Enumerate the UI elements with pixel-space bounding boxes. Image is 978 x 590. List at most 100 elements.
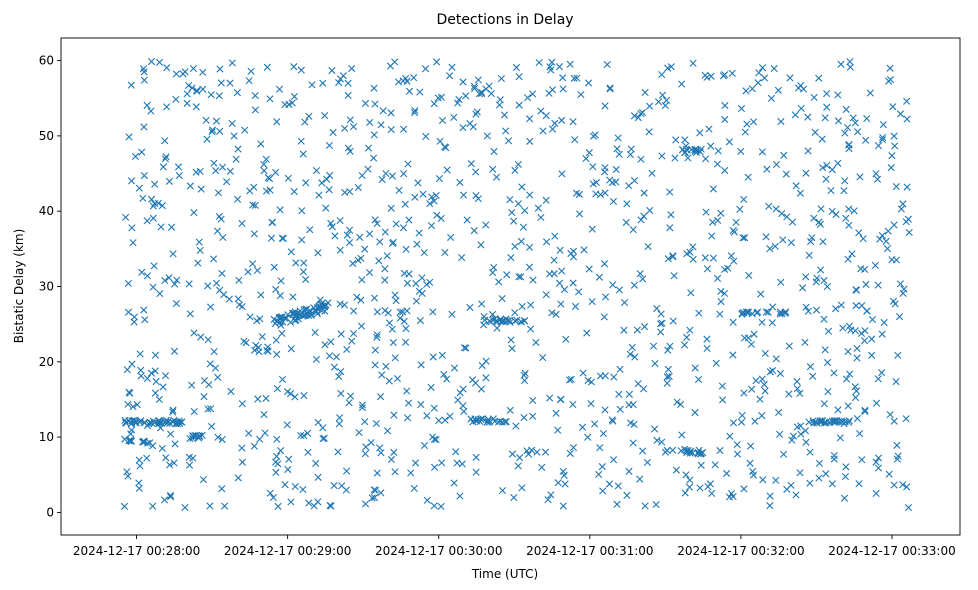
data-point [721, 115, 729, 124]
data-point [376, 238, 384, 246]
data-point [498, 486, 507, 495]
data-point [385, 377, 393, 385]
data-point [361, 500, 370, 508]
data-point [664, 255, 672, 263]
data-point [357, 296, 365, 304]
data-point [694, 450, 702, 458]
data-point [622, 218, 630, 227]
data-point [871, 261, 879, 270]
data-point [469, 123, 477, 131]
data-point [308, 81, 316, 89]
data-point [716, 310, 724, 318]
data-point [811, 128, 819, 136]
data-point [797, 422, 805, 430]
data-point [285, 100, 293, 109]
data-point [612, 165, 620, 174]
data-point [609, 197, 618, 205]
data-point [321, 301, 329, 310]
data-point [500, 111, 509, 119]
data-point [584, 433, 592, 441]
data-point [515, 273, 523, 281]
data-point [172, 299, 181, 308]
data-point [427, 222, 436, 230]
data-point [640, 323, 649, 331]
data-point [596, 444, 604, 452]
data-point [234, 145, 242, 153]
data-point [643, 458, 651, 467]
data-point [748, 85, 756, 93]
data-point [855, 480, 863, 488]
data-point [504, 137, 513, 145]
data-point [140, 306, 148, 314]
data-point [680, 341, 689, 349]
data-point [868, 316, 877, 324]
data-point [772, 476, 780, 484]
data-point [707, 72, 715, 80]
data-point [834, 406, 842, 414]
data-point [837, 60, 845, 68]
data-point [616, 405, 624, 413]
data-point [420, 441, 429, 450]
data-point [143, 454, 151, 462]
data-point [714, 147, 722, 155]
data-point [802, 438, 810, 446]
data-point [689, 243, 697, 251]
data-point [473, 108, 481, 116]
data-point [758, 412, 766, 420]
data-point [511, 242, 519, 251]
data-point [312, 355, 320, 364]
data-point [687, 289, 695, 297]
data-point [343, 345, 351, 354]
data-point [123, 366, 131, 374]
data-point [447, 233, 455, 242]
data-point [472, 468, 480, 476]
data-point [652, 500, 660, 509]
data-point [697, 450, 705, 458]
data-point [569, 279, 577, 287]
data-point [314, 418, 322, 427]
data-point [336, 216, 344, 225]
data-point [868, 351, 876, 359]
data-point [526, 137, 534, 145]
data-point [162, 153, 170, 161]
data-point [788, 436, 796, 444]
data-point [321, 341, 329, 349]
data-point [279, 234, 287, 243]
data-point [330, 363, 339, 371]
data-point [161, 372, 170, 380]
data-point [210, 347, 218, 356]
data-point [625, 401, 633, 409]
data-point [517, 237, 525, 245]
data-point [863, 114, 871, 123]
data-point [631, 353, 639, 361]
data-point [234, 295, 242, 303]
data-point [703, 335, 711, 343]
y-axis-label: Bistatic Delay (km) [12, 229, 26, 344]
data-point [582, 154, 590, 163]
data-point [653, 436, 661, 444]
data-point [737, 418, 746, 426]
data-point [856, 173, 864, 181]
data-point [373, 219, 381, 228]
data-point [529, 276, 537, 284]
data-point [657, 310, 665, 318]
data-point [556, 246, 564, 254]
data-point [565, 376, 574, 384]
data-point [886, 410, 894, 419]
data-point [251, 106, 259, 114]
data-point [218, 485, 226, 493]
data-point [402, 245, 410, 253]
data-point [255, 348, 263, 356]
data-point [306, 226, 314, 234]
data-point [199, 476, 208, 484]
data-point [297, 66, 305, 74]
data-point [701, 155, 710, 163]
data-point [342, 467, 351, 475]
data-point [450, 113, 458, 122]
data-point [361, 418, 369, 426]
data-point [830, 452, 838, 460]
data-point [433, 58, 441, 66]
data-point [370, 294, 379, 302]
data-point [716, 446, 724, 455]
data-point [268, 218, 276, 227]
